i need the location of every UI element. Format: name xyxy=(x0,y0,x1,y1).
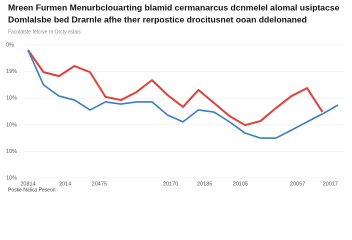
x-tick-label: 20185 xyxy=(197,181,212,187)
line-series xyxy=(27,49,324,127)
x-tick-label: 20057 xyxy=(290,181,305,187)
x-tick-label: 20475 xyxy=(92,181,107,187)
x-tick-label: 20814 xyxy=(20,181,35,187)
chart-subtitle: Facolatste fetcrye rn Orcty eslais xyxy=(8,29,81,35)
x-tick-label: 20105 xyxy=(233,181,248,187)
x-tick-label: 2014 xyxy=(59,181,71,187)
chart-title: Mreen Furmen Menurbclouarting blamid cer… xyxy=(8,2,340,12)
chart-title: Domlalsbe bed Drarnle afhe ther rerposti… xyxy=(8,14,307,24)
y-tick-label: 10% xyxy=(6,175,17,181)
y-tick-label: 0% xyxy=(6,42,14,48)
chart: Mreen Furmen Menurbclouarting blamid cer… xyxy=(6,2,345,193)
x-tick-label: 20017 xyxy=(323,181,338,187)
y-tick-label: 10% xyxy=(6,122,17,128)
line-series xyxy=(27,49,339,139)
source: Poske Nalica Peseon xyxy=(8,187,56,193)
y-tick-label: 10% xyxy=(6,96,17,102)
y-tick-label: 10% xyxy=(6,149,17,155)
x-tick-label: 20170 xyxy=(163,181,178,187)
y-tick-label: 19% xyxy=(6,69,17,75)
